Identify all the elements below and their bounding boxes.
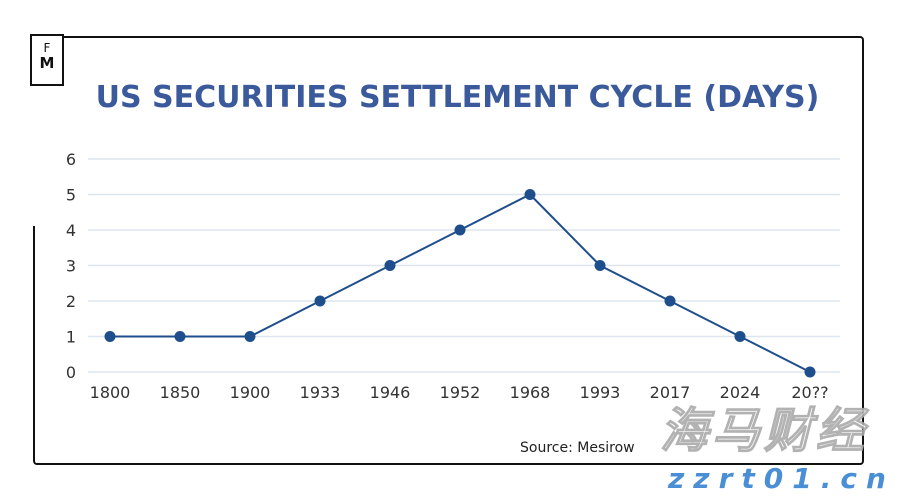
series-line	[110, 193, 811, 373]
data-point	[734, 331, 746, 342]
data-point	[174, 331, 186, 342]
data-point	[804, 366, 816, 378]
data-point	[244, 331, 256, 342]
y-tick-label: 6	[66, 150, 76, 169]
data-point	[314, 295, 326, 307]
chart-title: US SECURITIES SETTLEMENT CYCLE (DAYS)	[95, 80, 820, 115]
logo-f: F	[43, 41, 51, 55]
data-point	[524, 189, 536, 200]
fm-logo: F M	[30, 34, 64, 86]
frame-gap	[30, 86, 38, 226]
data-point	[594, 260, 606, 271]
x-tick-label: 1850	[160, 383, 201, 402]
chart-frame	[33, 36, 864, 465]
x-tick-label: 1933	[300, 383, 341, 402]
y-tick-label: 3	[66, 257, 76, 276]
x-tick-label: 1946	[370, 383, 411, 402]
x-tick-label: 2024	[720, 383, 761, 402]
x-tick-label: 20??	[791, 383, 828, 402]
x-tick-label: 1900	[230, 383, 271, 402]
y-tick-label: 1	[66, 328, 76, 347]
x-tick-label: 1952	[440, 383, 481, 402]
logo-m: M	[39, 54, 55, 72]
data-point	[384, 260, 396, 271]
y-tick-label: 2	[66, 292, 76, 311]
data-point	[664, 295, 676, 307]
data-point	[104, 331, 116, 342]
x-tick-label: 2017	[650, 383, 691, 402]
y-tick-label: 0	[66, 363, 76, 382]
y-tick-label: 4	[66, 221, 76, 240]
watermark-url: zzrt01.cn	[668, 462, 895, 495]
data-point	[454, 224, 466, 236]
source-note: Source: Mesirow	[520, 440, 635, 456]
y-tick-label: 5	[66, 186, 76, 205]
watermark-logo: 海马财经	[659, 403, 869, 459]
x-tick-label: 1968	[510, 383, 551, 402]
x-tick-label: 1800	[90, 383, 131, 402]
x-tick-label: 1993	[580, 383, 621, 402]
